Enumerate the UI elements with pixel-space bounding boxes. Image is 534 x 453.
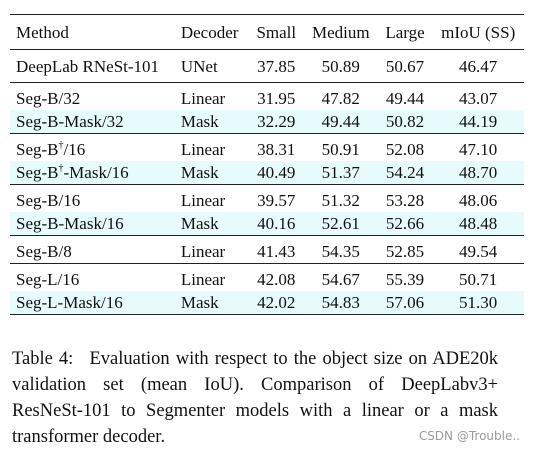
cell-miou: 44.19 [432, 110, 524, 134]
cell-large: 54.24 [377, 161, 433, 185]
table-row: Seg-B†/16 Linear 38.31 50.91 52.08 47.10 [10, 133, 524, 161]
cell-decoder: Linear [174, 133, 249, 161]
cell-decoder: Linear [174, 82, 249, 110]
cell-method: DeepLab RNeSt-101 [16, 56, 160, 76]
header-small: Small [248, 14, 304, 50]
cell-method: Seg-B-Mask/16 [10, 212, 175, 236]
cell-medium: 47.82 [303, 82, 378, 110]
cell-decoder: Linear [174, 263, 249, 291]
cell-large: 50.82 [377, 110, 433, 134]
table-row: Seg-B/16 Linear 39.57 51.32 53.28 48.06 [10, 184, 524, 212]
table-row: Seg-L-Mask/16 Mask 42.02 54.83 57.06 51.30 [10, 291, 524, 315]
cell-large: 57.06 [377, 291, 433, 315]
cell-medium: 54.83 [303, 291, 378, 315]
cell-miou: 48.06 [432, 184, 524, 212]
table-header-row: Method Decoder Small Medium Large mIoU (… [10, 14, 524, 50]
header-large: Large [377, 14, 433, 50]
cell-small: 37.85 [257, 56, 296, 76]
cell-decoder: Linear [174, 184, 249, 212]
table-row: Seg-B/32 Linear 31.95 47.82 49.44 43.07 [10, 82, 524, 110]
cell-decoder: Mask [174, 212, 249, 236]
cell-small: 38.31 [248, 133, 304, 161]
cell-miou: 47.10 [432, 133, 524, 161]
cell-large: 49.44 [377, 82, 433, 110]
cell-medium: 50.89 [321, 56, 360, 76]
cell-method: Seg-B/8 [10, 235, 175, 264]
header-method: Method [10, 14, 175, 50]
results-table: Method Decoder Small Medium Large mIoU (… [10, 14, 524, 315]
cell-medium: 50.91 [303, 133, 378, 161]
cell-miou: 49.54 [432, 235, 524, 264]
cell-small: 42.02 [248, 291, 304, 315]
table-row: DeepLab RNeSt-101 UNet 37.85 50.89 50.67 46.4… [10, 50, 524, 83]
cell-miou: 48.70 [432, 161, 524, 185]
table-row: Seg-B†-Mask/16 Mask 40.49 51.37 54.24 48.70 [10, 161, 524, 185]
cell-method: Seg-B/16 [10, 184, 175, 212]
watermark: CSDN @Trouble.. [418, 429, 520, 443]
cell-decoder: Mask [174, 110, 249, 134]
cell-method: Seg-B†/16 [10, 133, 175, 161]
cell-small: 32.29 [248, 110, 304, 134]
cell-method: Seg-B†-Mask/16 [10, 161, 175, 185]
cell-decoder: Linear [174, 235, 249, 264]
cell-small: 39.57 [248, 184, 304, 212]
cell-small: 31.95 [248, 82, 304, 110]
cell-method: Seg-B-Mask/32 [10, 110, 175, 134]
table-row: Seg-L/16 Linear 42.08 54.67 55.39 50.71 [10, 263, 524, 291]
cell-large: 53.28 [377, 184, 433, 212]
cell-large: 52.08 [377, 133, 433, 161]
cell-miou: 43.07 [432, 82, 524, 110]
cell-decoder: UNet [180, 56, 218, 76]
caption-text: Evaluation with respect to the object si… [12, 349, 498, 447]
cell-small: 40.16 [248, 212, 304, 236]
cell-medium: 49.44 [303, 110, 378, 134]
header-miou: mIoU (SS) [432, 14, 524, 50]
cell-miou: 51.30 [432, 291, 524, 315]
cell-miou: 48.48 [432, 212, 524, 236]
results-table-container: Method Decoder Small Medium Large mIoU (… [10, 14, 524, 315]
cell-medium: 51.32 [303, 184, 378, 212]
cell-small: 42.08 [248, 263, 304, 291]
cell-large: 55.39 [377, 263, 433, 291]
caption-label: Table 4: [12, 349, 74, 369]
cell-method: Seg-B/32 [10, 82, 175, 110]
cell-method: Seg-L/16 [10, 263, 175, 291]
cell-decoder: Mask [174, 161, 249, 185]
cell-medium: 54.35 [303, 235, 378, 264]
table-row: Seg-B-Mask/32 Mask 32.29 49.44 50.82 44.19 [10, 110, 524, 134]
cell-method: Seg-L-Mask/16 [10, 291, 175, 315]
cell-miou: 50.71 [432, 263, 524, 291]
table-row: Seg-B/8 Linear 41.43 54.35 52.85 49.54 [10, 235, 524, 264]
cell-medium: 51.37 [303, 161, 378, 185]
table-caption: Table 4: Evaluation with respect to the … [12, 346, 498, 450]
cell-miou: 46.47 [459, 56, 498, 76]
header-medium: Medium [303, 14, 378, 50]
cell-small: 41.43 [248, 235, 304, 264]
cell-decoder: Mask [174, 291, 249, 315]
cell-medium: 54.67 [303, 263, 378, 291]
table-body: DeepLab RNeSt-101 UNet 37.85 50.89 50.67 46.4… [10, 50, 524, 315]
cell-large: 52.66 [377, 212, 433, 236]
header-decoder: Decoder [174, 14, 249, 50]
table-row: Seg-B-Mask/16 Mask 40.16 52.61 52.66 48.48 [10, 212, 524, 236]
cell-large: 50.67 [385, 56, 425, 76]
cell-large: 52.85 [377, 235, 433, 264]
cell-small: 40.49 [248, 161, 304, 185]
cell-medium: 52.61 [303, 212, 378, 236]
